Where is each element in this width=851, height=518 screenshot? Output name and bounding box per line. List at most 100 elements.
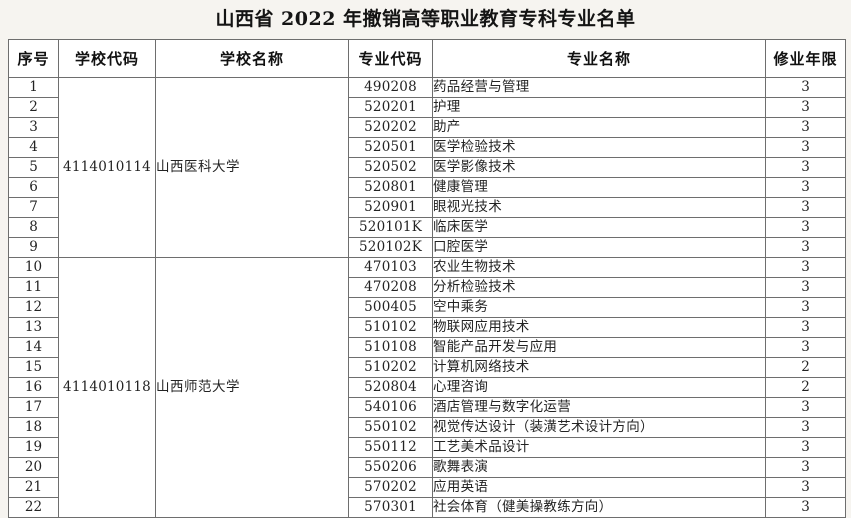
cell-index: 2: [8, 97, 59, 118]
cell-school-name: 山西师范大学: [155, 257, 349, 518]
cell-major-name: 视觉传达设计（装潢艺术设计方向）: [432, 417, 766, 438]
cell-school-name: 山西医科大学: [155, 77, 349, 258]
cell-index: 6: [8, 177, 59, 198]
table-body: 1 4114010114 山西医科大学 490208 药品经营与管理 3 2 520201 护理…: [8, 77, 846, 518]
cell-major-code: 520801: [348, 177, 433, 198]
table-row: 5 520502 医学影像技术 3: [8, 157, 846, 178]
cell-index: 19: [8, 437, 59, 458]
column-header-school-name: 学校名称: [155, 39, 349, 78]
cell-major-code: 520101K: [348, 217, 433, 238]
cell-major-code: 520502: [348, 157, 433, 178]
cell-study-years: 3: [765, 117, 846, 138]
cell-major-code: 550102: [348, 417, 433, 438]
cell-study-years: 3: [765, 137, 846, 158]
cell-major-code: 520501: [348, 137, 433, 158]
cell-study-years: 3: [765, 237, 846, 258]
cell-major-name: 心理咨询: [432, 377, 766, 398]
cell-study-years: 3: [765, 417, 846, 438]
cell-major-name: 歌舞表演: [432, 457, 766, 478]
revoked-majors-table: 序号 学校代码 学校名称 专业代码 专业名称 修业年限 1 4114010114 山…: [8, 39, 846, 518]
cell-index: 15: [8, 357, 59, 378]
cell-index: 13: [8, 317, 59, 338]
page-title: 山西省 2022 年撤销高等职业教育专科专业名单: [215, 8, 636, 30]
cell-major-name: 农业生物技术: [432, 257, 766, 278]
cell-index: 20: [8, 457, 59, 478]
cell-school-code: 4114010114: [58, 77, 156, 258]
cell-study-years: 3: [765, 337, 846, 358]
table-container: 序号 学校代码 学校名称 专业代码 专业名称 修业年限 1 4114010114 山…: [8, 39, 846, 518]
cell-study-years: 3: [765, 277, 846, 298]
cell-major-code: 490208: [348, 77, 433, 98]
cell-index: 17: [8, 397, 59, 418]
cell-major-name: 空中乘务: [432, 297, 766, 318]
cell-study-years: 3: [765, 257, 846, 278]
cell-major-name: 临床医学: [432, 217, 766, 238]
column-header-major-name: 专业名称: [432, 39, 766, 78]
table-row: 10 4114010118 山西师范大学 470103 农业生物技术 3: [8, 257, 846, 518]
cell-index: 7: [8, 197, 59, 218]
cell-major-code: 550112: [348, 437, 433, 458]
cell-study-years: 3: [765, 77, 846, 98]
cell-major-code: 470208: [348, 277, 433, 298]
cell-major-name: 眼视光技术: [432, 197, 766, 218]
table-row: 9 520102K 口腔医学 3: [8, 237, 846, 258]
cell-major-code: 520901: [348, 197, 433, 218]
cell-index: 18: [8, 417, 59, 438]
cell-major-code: 520804: [348, 377, 433, 398]
cell-index: 14: [8, 337, 59, 358]
cell-index: 12: [8, 297, 59, 318]
column-header-index: 序号: [8, 39, 59, 78]
cell-major-name: 计算机网络技术: [432, 357, 766, 378]
cell-study-years: 2: [765, 377, 846, 398]
cell-major-name: 护理: [432, 97, 766, 118]
table-header: 序号 学校代码 学校名称 专业代码 专业名称 修业年限: [8, 39, 846, 78]
table-row: 21 570202 应用英语 3: [8, 477, 846, 498]
cell-major-name: 医学影像技术: [432, 157, 766, 178]
cell-major-name: 应用英语: [432, 477, 766, 498]
cell-major-code: 550206: [348, 457, 433, 478]
table-row: 11 470208 分析检验技术 3: [8, 277, 846, 298]
cell-index: 8: [8, 217, 59, 238]
table-row: 3 520202 助产 3: [8, 117, 846, 138]
cell-major-name: 智能产品开发与应用: [432, 337, 766, 358]
cell-major-code: 510202: [348, 357, 433, 378]
cell-major-name: 社会体育（健美操教练方向）: [432, 497, 766, 518]
table-row: 7 520901 眼视光技术 3: [8, 197, 846, 218]
cell-major-name: 酒店管理与数字化运营: [432, 397, 766, 418]
cell-study-years: 3: [765, 157, 846, 178]
cell-major-code: 570202: [348, 477, 433, 498]
cell-index: 16: [8, 377, 59, 398]
cell-major-name: 物联网应用技术: [432, 317, 766, 338]
cell-school-code: 4114010118: [58, 257, 156, 518]
cell-index: 21: [8, 477, 59, 498]
table-row: 16 520804 心理咨询 2: [8, 377, 846, 398]
cell-major-code: 520201: [348, 97, 433, 118]
cell-study-years: 3: [765, 457, 846, 478]
cell-study-years: 3: [765, 437, 846, 458]
cell-index: 3: [8, 117, 59, 138]
cell-major-code: 570301: [348, 497, 433, 518]
table-row: 4 520501 医学检验技术 3: [8, 137, 846, 158]
cell-major-code: 540106: [348, 397, 433, 418]
cell-major-name: 医学检验技术: [432, 137, 766, 158]
column-header-school-code: 学校代码: [58, 39, 156, 78]
cell-study-years: 3: [765, 177, 846, 198]
table-row: 1 4114010114 山西医科大学 490208 药品经营与管理 3: [8, 77, 846, 258]
cell-major-name: 口腔医学: [432, 237, 766, 258]
cell-study-years: 3: [765, 297, 846, 318]
cell-major-code: 470103: [348, 257, 433, 278]
cell-study-years: 3: [765, 497, 846, 518]
cell-index: 1: [8, 77, 59, 98]
cell-index: 5: [8, 157, 59, 178]
cell-study-years: 3: [765, 97, 846, 118]
table-row: 17 540106 酒店管理与数字化运营 3: [8, 397, 846, 418]
table-row: 18 550102 视觉传达设计（装潢艺术设计方向） 3: [8, 417, 846, 438]
document-page: 山西省 2022 年撤销高等职业教育专科专业名单 序号 学校代码 学校名称 专业…: [8, 8, 846, 518]
cell-index: 9: [8, 237, 59, 258]
cell-study-years: 3: [765, 317, 846, 338]
cell-study-years: 2: [765, 357, 846, 378]
table-row: 13 510102 物联网应用技术 3: [8, 317, 846, 338]
cell-major-code: 510102: [348, 317, 433, 338]
cell-major-name: 分析检验技术: [432, 277, 766, 298]
cell-major-code: 510108: [348, 337, 433, 358]
